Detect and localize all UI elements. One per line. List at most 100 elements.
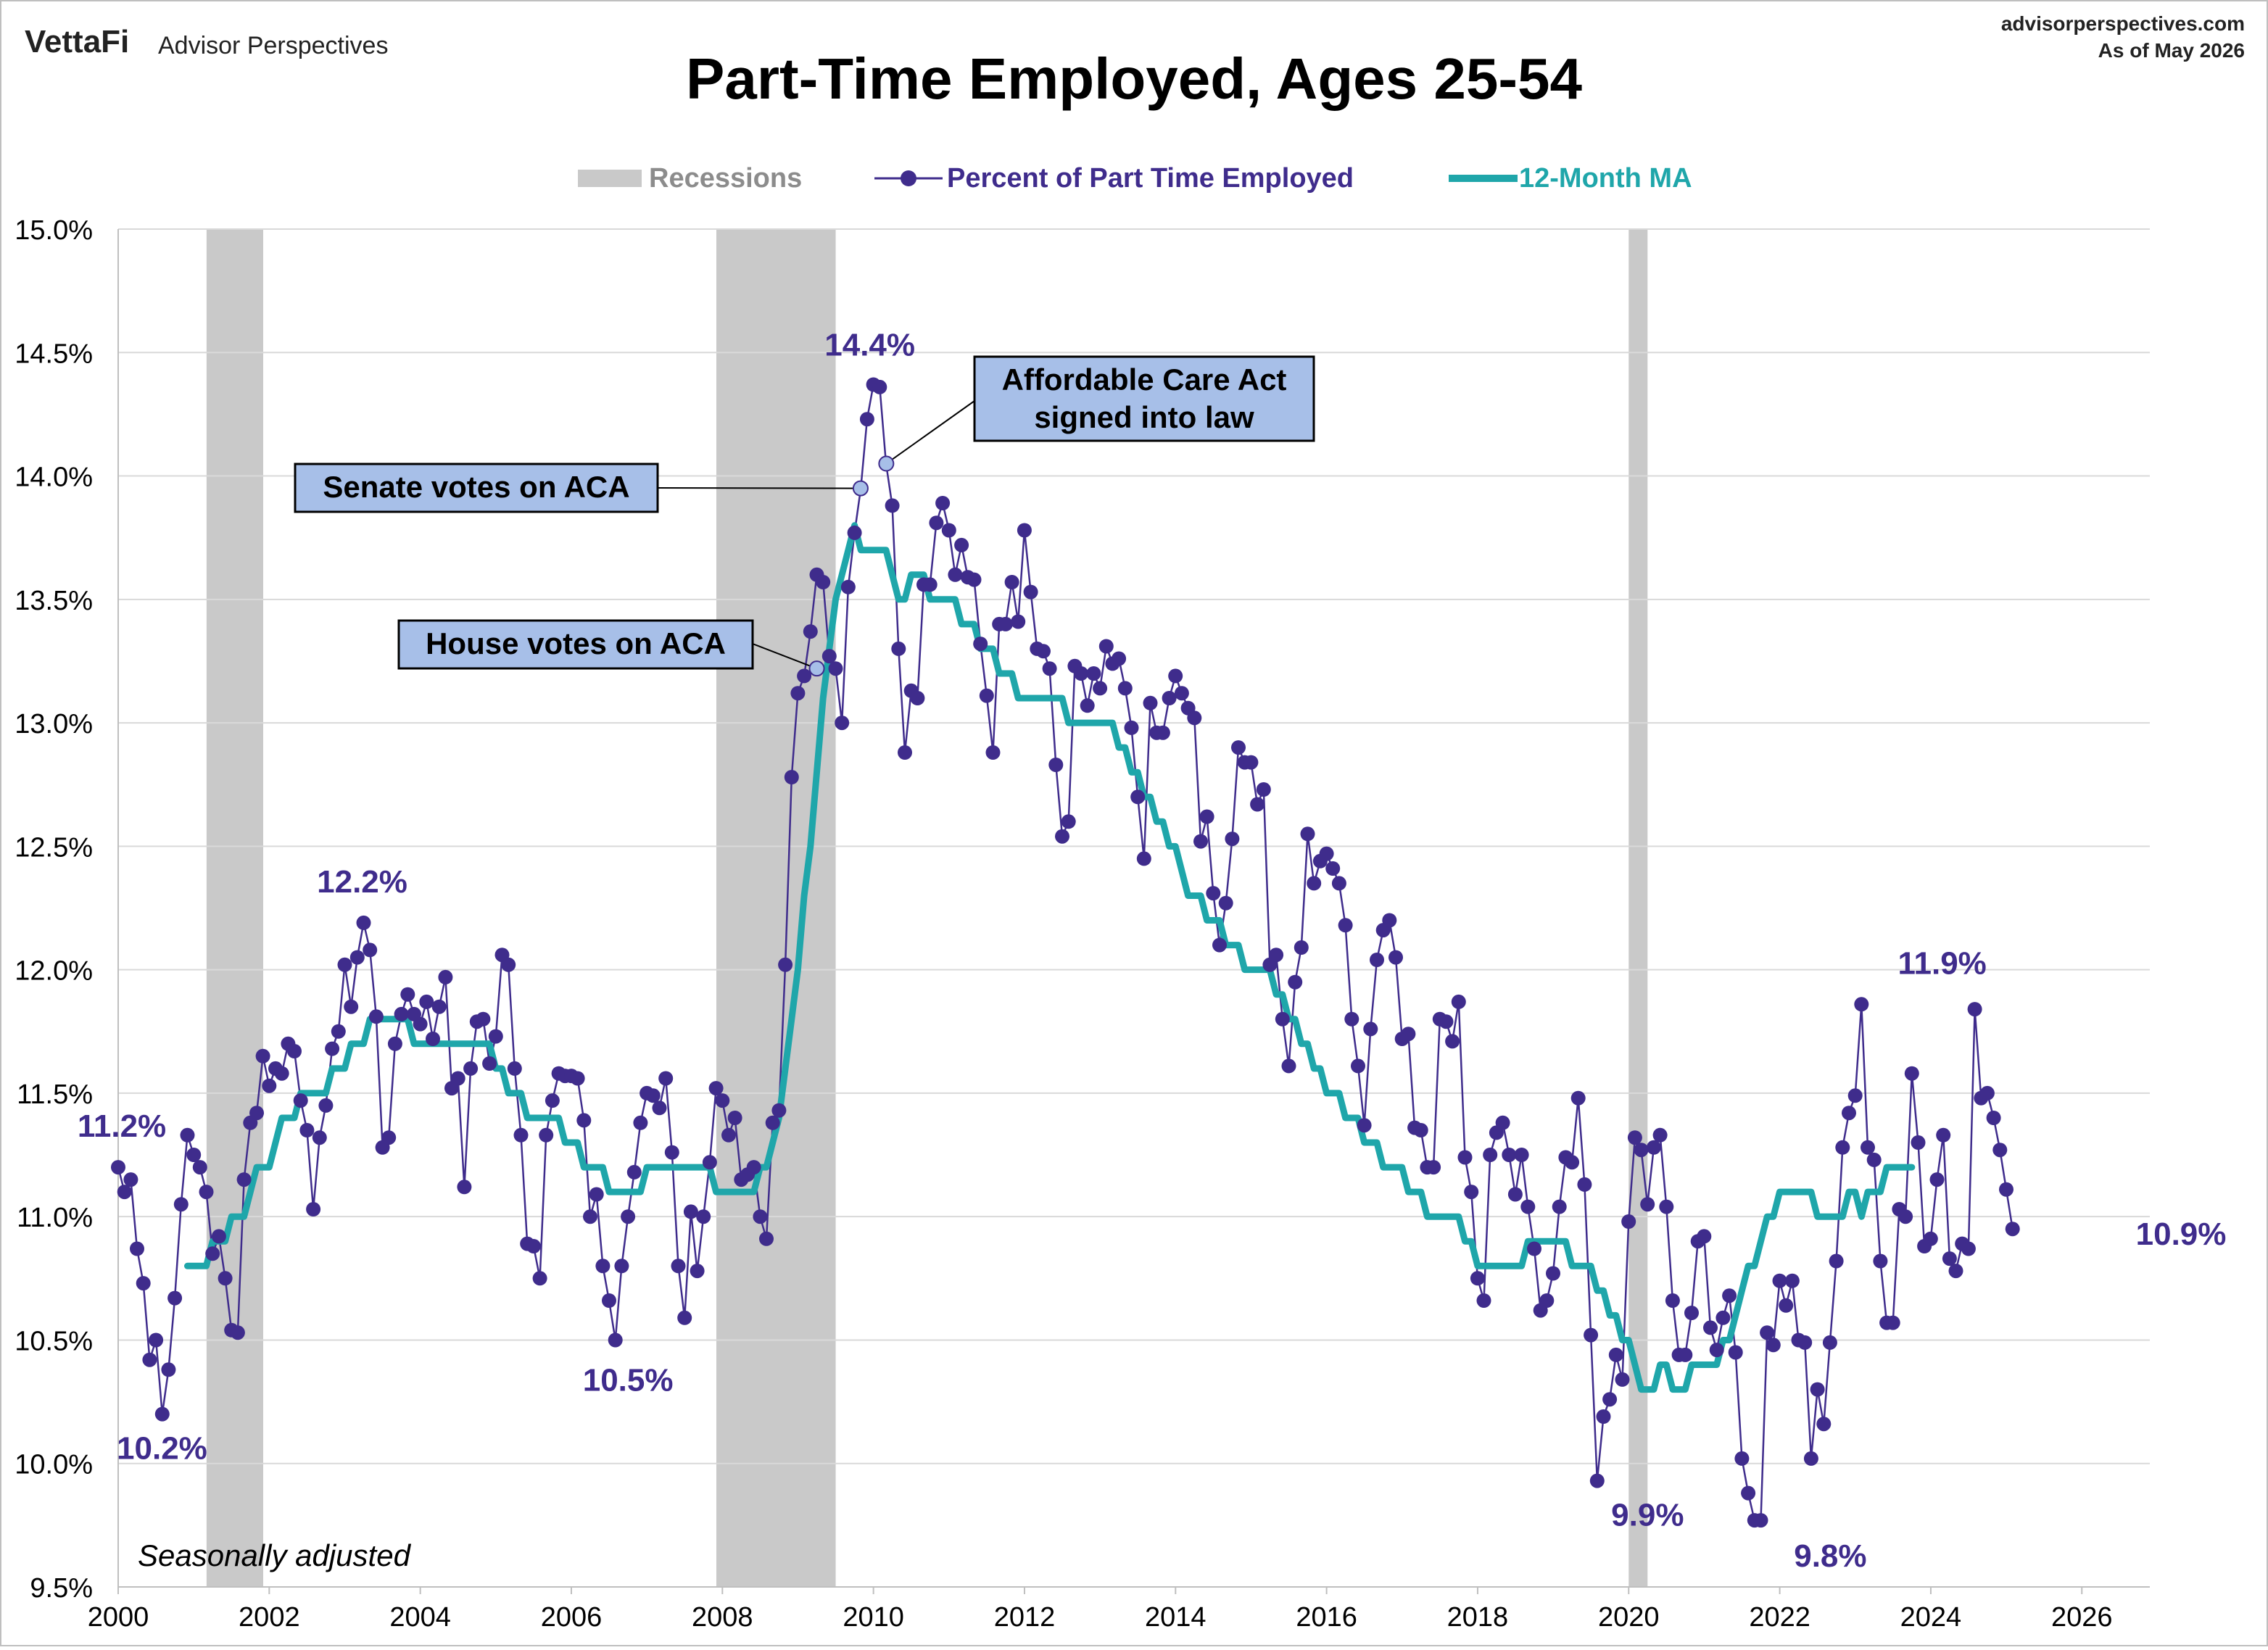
data-point	[708, 1081, 724, 1096]
data-point	[967, 572, 982, 587]
data-point	[1584, 1327, 1599, 1343]
data-point	[1873, 1253, 1888, 1269]
callout-point	[878, 455, 895, 472]
data-point	[161, 1362, 176, 1377]
data-point	[1112, 651, 1127, 666]
data-point	[671, 1259, 686, 1274]
data-point	[973, 637, 988, 652]
callout-text-line: signed into law	[1034, 400, 1254, 434]
series-ma-line	[184, 522, 1916, 1393]
data-point	[1577, 1177, 1592, 1192]
data-point	[532, 1271, 547, 1286]
data-point	[1042, 661, 1057, 676]
data-point	[1451, 994, 1466, 1009]
data-point	[1734, 1451, 1750, 1466]
data-point	[1760, 1325, 1775, 1340]
data-point	[859, 412, 874, 427]
data-point	[1250, 797, 1265, 812]
data-point	[1098, 639, 1114, 654]
data-point	[835, 716, 850, 731]
data-point	[368, 1009, 384, 1024]
data-point	[1640, 1197, 1655, 1212]
y-tick-label: 11.0%	[17, 1203, 93, 1233]
callouts: House votes on ACA Senate votes on ACA Aff…	[294, 355, 1315, 677]
data-point	[1842, 1106, 1856, 1121]
data-point	[438, 969, 453, 984]
data-label: 12.2%	[317, 864, 407, 900]
data-label: 11.2%	[78, 1108, 166, 1144]
data-point	[1797, 1335, 1813, 1350]
callout-point	[808, 660, 825, 677]
data-point	[898, 745, 912, 760]
data-point	[1835, 1140, 1850, 1155]
data-point	[482, 1056, 497, 1071]
data-point	[1093, 681, 1108, 696]
data-point	[1652, 1127, 1668, 1143]
x-tick-label: 2016	[1296, 1602, 1357, 1633]
data-point	[1779, 1298, 1794, 1313]
data-point	[1275, 1011, 1290, 1027]
data-point	[1218, 895, 1233, 911]
data-point	[1665, 1293, 1680, 1308]
data-point	[154, 1406, 170, 1422]
data-point	[979, 688, 994, 703]
data-point	[431, 999, 447, 1014]
data-point	[1382, 913, 1397, 928]
data-point	[1923, 1231, 1938, 1246]
y-tick-label: 12.0%	[15, 956, 93, 987]
data-point	[318, 1098, 334, 1113]
data-point	[167, 1290, 183, 1306]
x-tick-label: 2022	[1749, 1602, 1810, 1633]
data-point	[1199, 809, 1214, 824]
data-label: 10.9%	[2136, 1216, 2227, 1252]
data-point	[1570, 1090, 1586, 1106]
data-point	[130, 1241, 144, 1256]
x-tick-label: 2006	[541, 1602, 603, 1633]
data-point	[1861, 1140, 1875, 1155]
data-point	[1716, 1310, 1731, 1325]
data-point	[1457, 1150, 1473, 1165]
data-point	[1552, 1199, 1567, 1214]
x-tick-label: 2020	[1598, 1602, 1660, 1633]
data-point	[1439, 1014, 1454, 1029]
data-point	[929, 515, 944, 531]
data-point	[1646, 1140, 1661, 1155]
data-point	[1741, 1485, 1756, 1501]
data-point	[356, 915, 371, 930]
data-point	[1514, 1148, 1529, 1162]
data-point	[274, 1066, 289, 1081]
data-label: 14.4%	[824, 328, 915, 363]
data-point	[236, 1172, 252, 1187]
data-point	[759, 1231, 774, 1246]
recession-bands	[206, 229, 1648, 1587]
legend-swatch-marker-series	[901, 170, 916, 186]
data-point	[1589, 1473, 1605, 1488]
data-point	[790, 686, 806, 701]
data-point	[426, 1032, 440, 1046]
data-point	[1338, 918, 1353, 933]
data-point	[1117, 681, 1133, 696]
callout-leader	[752, 643, 817, 670]
data-point	[1307, 876, 1322, 891]
data-point	[1929, 1172, 1945, 1187]
data-point	[381, 1130, 397, 1145]
data-point	[450, 1071, 465, 1086]
data-point	[111, 1160, 125, 1175]
data-point	[349, 950, 365, 965]
data-point	[1086, 666, 1101, 681]
callout-box	[973, 355, 1315, 442]
brand-subtitle: Advisor Perspectives	[158, 32, 388, 59]
data-point	[753, 1209, 768, 1224]
data-point	[608, 1332, 623, 1348]
legend: Recessions Percent of Part Time Employed…	[578, 163, 1692, 194]
callout-leader	[657, 487, 861, 489]
data-point	[1206, 886, 1221, 901]
data-point	[325, 1041, 340, 1056]
series-line-ma	[184, 522, 1916, 1393]
callout-text-line: Affordable Care Act	[1002, 362, 1287, 397]
x-tick-label: 2000	[88, 1602, 149, 1633]
callout-point	[852, 480, 869, 497]
data-point	[205, 1246, 220, 1261]
